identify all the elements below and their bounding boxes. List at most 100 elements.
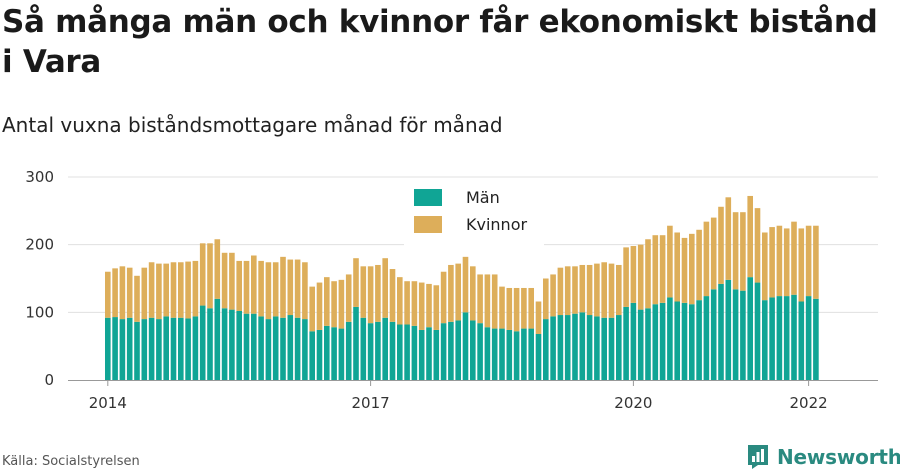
bar-man [214,298,221,380]
bar-kvinnor [360,266,367,318]
bar-man [740,290,746,380]
bar-kvinnor [375,264,381,322]
bar-kvinnor [272,262,279,317]
bar-kvinnor [652,235,659,305]
bar-man [185,318,191,380]
bar-man [338,328,345,380]
bar-kvinnor [280,256,286,318]
bar-man [477,323,483,380]
bar-kvinnor [754,208,761,283]
bar-man [557,315,564,380]
bar-man [725,279,732,380]
bar-man [243,313,250,380]
bar-kvinnor [637,244,644,310]
bar-kvinnor [484,274,491,328]
bar-kvinnor [791,221,797,295]
bar-kvinnor [681,237,688,303]
bar-man [316,329,323,380]
bar-kvinnor [367,266,374,324]
bar-kvinnor [105,271,111,318]
bar-kvinnor [411,281,418,326]
x-tick-label: 2017 [352,394,390,412]
bar-man [251,313,257,380]
bar-kvinnor [783,228,790,297]
bar-kvinnor [345,274,352,322]
source-note: Källa: Socialstyrelsen [2,454,140,469]
bar-man [645,308,651,380]
bar-man [207,308,213,380]
bar-man [747,277,753,380]
bar-kvinnor [616,264,622,316]
bar-kvinnor [776,225,783,297]
bar-man [659,302,666,380]
bar-kvinnor [769,227,775,298]
bar-kvinnor [462,256,469,313]
bar-man [805,296,812,380]
bar-kvinnor [156,263,162,320]
bar-kvinnor [258,260,264,317]
bar-man [229,309,235,380]
bar-man [360,317,367,380]
legend: Män Kvinnor [404,184,544,246]
bar-man [105,317,111,380]
bar-kvinnor [608,263,615,318]
bar-man [776,296,783,380]
bar-kvinnor [112,268,118,318]
bar-kvinnor [170,262,177,318]
bar-man [732,289,739,380]
bar-kvinnor [243,260,250,314]
bar-kvinnor [696,229,702,301]
bar-kvinnor [287,259,294,316]
bar-kvinnor [309,286,315,332]
bar-man [623,306,629,380]
bar-man [324,325,330,380]
bar-man [630,302,637,380]
bar-man [258,316,264,380]
bar-kvinnor [302,262,308,320]
bar-man [170,317,177,380]
bar-kvinnor [747,195,753,278]
bar-kvinnor [418,282,425,330]
bar-man [667,297,673,380]
bar-man [499,328,505,380]
bar-man [397,324,403,380]
bar-man [272,316,279,380]
bar-kvinnor [550,274,556,317]
bar-man [331,327,337,380]
bar-kvinnor [265,262,272,320]
legend-swatch-man [414,189,442,206]
bar-man [236,310,242,380]
legend-swatch-kvinnor [414,216,442,233]
bar-man [484,327,491,380]
bar-man [126,317,133,380]
brand-name: Newsworthy [777,445,900,469]
bar-man [134,321,140,380]
bar-man [579,312,586,380]
bar-man [280,317,286,380]
bar-kvinnor [433,285,440,330]
bar-kvinnor [331,281,337,328]
bar-kvinnor [251,255,257,314]
bar-kvinnor [382,258,388,318]
x-tick-label: 2020 [614,394,652,412]
bar-man [287,315,294,380]
bar-man [163,316,169,380]
bar-kvinnor [491,274,498,329]
bar-man [535,333,542,380]
bar-kvinnor [389,269,396,322]
bar-kvinnor [521,287,527,329]
bar-kvinnor [207,243,213,309]
bar-man [433,329,440,380]
bar-man [148,317,155,380]
bar-man [411,325,418,380]
bar-man [769,297,775,380]
bar-man [221,308,228,380]
bar-man [470,320,476,380]
bar-man [813,298,819,380]
bar-kvinnor [543,278,549,320]
bar-kvinnor [324,277,330,326]
bar-man [652,304,659,380]
chart-title: Så många män och kvinnor får ekonomiskt … [2,4,878,80]
bar-kvinnor [732,212,739,290]
